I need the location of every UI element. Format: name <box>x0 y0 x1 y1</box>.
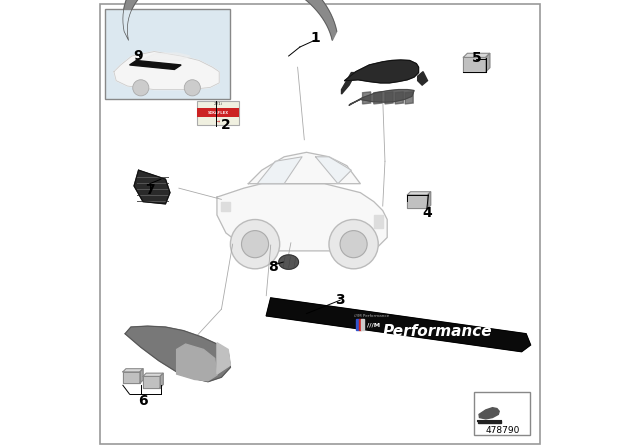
Circle shape <box>329 220 378 269</box>
Polygon shape <box>358 319 361 330</box>
Polygon shape <box>134 170 170 204</box>
Polygon shape <box>217 343 230 374</box>
Text: 4: 4 <box>422 206 433 220</box>
FancyBboxPatch shape <box>105 9 230 99</box>
Polygon shape <box>396 92 403 104</box>
Polygon shape <box>405 92 413 104</box>
Text: 478790: 478790 <box>485 426 520 435</box>
Polygon shape <box>141 53 190 60</box>
Polygon shape <box>177 344 217 381</box>
Text: 8: 8 <box>268 259 278 274</box>
Polygon shape <box>486 53 490 72</box>
Polygon shape <box>345 60 419 83</box>
Text: ///M Performance: ///M Performance <box>353 314 388 318</box>
FancyBboxPatch shape <box>474 392 530 435</box>
Polygon shape <box>125 326 230 382</box>
Polygon shape <box>257 157 302 184</box>
Text: 6: 6 <box>138 394 148 408</box>
Polygon shape <box>479 408 499 419</box>
Text: 221i: 221i <box>214 102 223 106</box>
Polygon shape <box>160 373 163 388</box>
Polygon shape <box>362 92 371 104</box>
Circle shape <box>340 231 367 258</box>
Polygon shape <box>349 90 414 105</box>
Polygon shape <box>361 319 364 330</box>
Text: ///M: ///M <box>367 322 380 327</box>
Text: 7: 7 <box>145 183 155 198</box>
Text: 5: 5 <box>472 51 482 65</box>
Polygon shape <box>143 376 160 388</box>
Text: Performance: Performance <box>383 323 492 339</box>
Polygon shape <box>407 195 428 208</box>
Polygon shape <box>248 152 360 184</box>
Circle shape <box>230 220 280 269</box>
Polygon shape <box>123 0 337 40</box>
Polygon shape <box>266 298 531 352</box>
Text: 9: 9 <box>134 49 143 63</box>
Polygon shape <box>123 369 143 372</box>
Polygon shape <box>217 184 387 251</box>
Polygon shape <box>221 202 230 211</box>
Polygon shape <box>114 52 220 90</box>
FancyBboxPatch shape <box>197 108 239 117</box>
Text: 3: 3 <box>335 293 345 307</box>
Polygon shape <box>374 92 382 104</box>
Polygon shape <box>140 369 143 383</box>
Polygon shape <box>407 192 431 195</box>
Polygon shape <box>342 73 356 94</box>
Polygon shape <box>279 255 298 269</box>
Text: SIKAFLEX: SIKAFLEX <box>207 111 228 115</box>
Polygon shape <box>374 215 383 228</box>
Polygon shape <box>385 92 393 104</box>
Circle shape <box>132 80 149 96</box>
Polygon shape <box>143 373 163 376</box>
Polygon shape <box>418 72 428 85</box>
Polygon shape <box>130 60 181 69</box>
Polygon shape <box>356 319 358 330</box>
Text: 1: 1 <box>310 31 321 45</box>
Circle shape <box>241 231 269 258</box>
Polygon shape <box>123 372 140 383</box>
Polygon shape <box>463 57 486 72</box>
Text: →: → <box>216 119 220 125</box>
Circle shape <box>184 80 200 96</box>
Polygon shape <box>477 421 500 423</box>
Polygon shape <box>316 157 351 184</box>
FancyBboxPatch shape <box>197 101 239 125</box>
Text: 2: 2 <box>221 118 231 133</box>
FancyBboxPatch shape <box>100 4 540 444</box>
Polygon shape <box>428 192 431 208</box>
Polygon shape <box>463 53 490 57</box>
